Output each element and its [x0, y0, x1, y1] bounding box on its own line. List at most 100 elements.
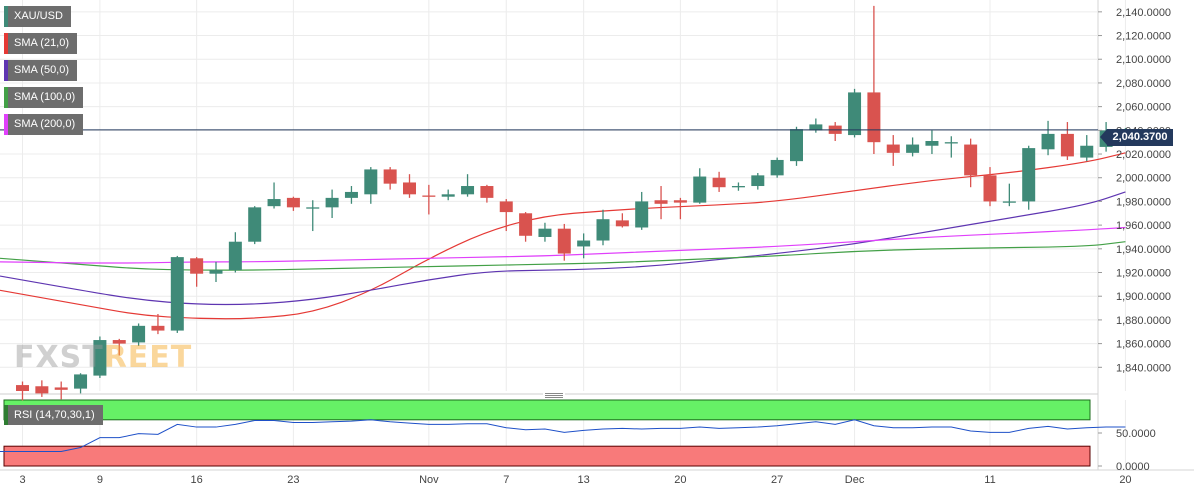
candle-body-up — [1002, 201, 1016, 203]
price-tick-label: 1,840.0000 — [1116, 362, 1171, 374]
time-tick-label: 11 — [984, 474, 995, 486]
candle-body-down — [654, 200, 668, 204]
candle-body-down — [867, 92, 881, 143]
candle-body-down — [964, 144, 978, 176]
rsi-series — [0, 419, 1126, 452]
time-tick-label: 20 — [1119, 474, 1131, 486]
sma100-line — [0, 241, 1126, 271]
candle-body-up — [325, 197, 339, 208]
legend-sma50[interactable]: SMA (50,0) — [4, 60, 78, 81]
candle-body-down — [673, 200, 687, 203]
candle-body-up — [770, 159, 784, 176]
candle-body-up — [538, 228, 552, 237]
candle-body-up — [635, 201, 649, 228]
candle-body-up — [364, 169, 378, 195]
candle-body-up — [132, 325, 146, 343]
candle-body-down — [615, 220, 629, 227]
price-tick-label: 1,880.0000 — [1116, 315, 1171, 327]
rsi-overbought-zone — [3, 399, 1091, 421]
fxstreet-watermark-logo: FXSTREET — [14, 340, 193, 375]
candle-body-down — [499, 201, 513, 213]
legend-sma100[interactable]: SMA (100,0) — [4, 87, 84, 108]
price-tick-label: 1,940.0000 — [1116, 244, 1171, 256]
candle-body-down — [886, 144, 900, 153]
price-tick-label: 1,920.0000 — [1116, 268, 1171, 280]
sma50-line — [0, 191, 1126, 306]
price-tick-label: 2,000.0000 — [1116, 173, 1171, 185]
rsi-tick-label: 50.0000 — [1116, 428, 1156, 440]
candle-body-up — [944, 142, 958, 144]
candle-body-up — [306, 207, 320, 209]
time-tick-label: 3 — [19, 474, 25, 486]
rsi-oversold-zone — [3, 445, 1091, 467]
price-tick-label: 2,020.0000 — [1116, 149, 1171, 161]
candle-body-down — [112, 340, 126, 344]
price-tick-label: 1,900.0000 — [1116, 291, 1171, 303]
time-tick-label: Nov — [419, 474, 439, 486]
candle-body-up — [170, 257, 184, 331]
time-tick-label: 23 — [287, 474, 299, 486]
candle-body-down — [403, 182, 416, 195]
price-tick-label: 1,960.0000 — [1116, 220, 1171, 232]
candle-body-up — [228, 241, 242, 271]
candle-body-up — [461, 186, 475, 195]
price-axis: 2,140.0000 2,120.0000 2,100.0000 2,080.0000… — [1098, 7, 1171, 473]
time-tick-label: 7 — [503, 474, 509, 486]
legend-symbol[interactable]: XAU/USD — [4, 6, 71, 27]
candle-body-down — [190, 258, 204, 274]
candle-body-down — [983, 175, 997, 202]
candle-body-up — [790, 129, 803, 162]
time-tick-label: Dec — [845, 474, 865, 486]
price-tick-label: 2,060.0000 — [1116, 102, 1171, 114]
pane-separator[interactable] — [0, 392, 1098, 398]
candle-body-up — [1022, 148, 1036, 202]
candle-body-up — [731, 186, 745, 188]
time-tick-label: 27 — [771, 474, 783, 486]
legend-sma200[interactable]: SMA (200,0) — [4, 114, 84, 135]
current-price-label: 2,040.3700 — [1100, 129, 1173, 146]
price-tick-label: 1,860.0000 — [1116, 339, 1171, 351]
candle-body-up — [441, 194, 455, 197]
price-tick-label: 1,980.0000 — [1116, 196, 1171, 208]
candle-body-up — [248, 207, 262, 242]
candle-body-up — [1080, 145, 1094, 158]
candle-body-down — [712, 177, 726, 188]
price-tick-label: 2,140.0000 — [1116, 7, 1171, 19]
candle-body-up — [596, 219, 610, 241]
time-axis: 3 9 16 23 Nov 7 13 20 27 Dec 11 20 — [19, 474, 1131, 486]
sma21-line — [0, 152, 1126, 320]
candle-body-down — [480, 186, 494, 198]
time-tick-label: 20 — [674, 474, 686, 486]
candle-body-down — [422, 195, 436, 197]
price-tick-label: 2,100.0000 — [1116, 54, 1171, 66]
candle-body-down — [1060, 133, 1074, 157]
candle-body-up — [693, 176, 707, 203]
rsi-tick-label: 0.0000 — [1116, 461, 1150, 473]
candle-body-up — [1041, 133, 1055, 150]
rsi-line — [0, 419, 1126, 452]
candle-body-down — [151, 325, 165, 331]
candle-body-down — [54, 387, 68, 390]
time-tick-label: 13 — [578, 474, 590, 486]
candle-body-up — [267, 199, 281, 207]
candle-body-up — [809, 124, 823, 131]
candle-body-down — [286, 197, 300, 208]
time-tick-label: 16 — [191, 474, 203, 486]
candle-body-up — [344, 191, 358, 198]
chart-grid — [0, 0, 1194, 471]
candlesticks — [0, 5, 1132, 401]
legend-sma21[interactable]: SMA (21,0) — [4, 33, 78, 54]
rsi-zones — [3, 399, 1091, 467]
candle-body-down — [16, 385, 29, 391]
candle-body-down — [383, 169, 397, 184]
candle-body-up — [906, 144, 920, 153]
candle-body-down — [35, 386, 49, 394]
price-tick-label: 2,120.0000 — [1116, 31, 1171, 43]
legend-rsi[interactable]: RSI (14,70,30,1) — [4, 405, 103, 425]
candle-body-down — [557, 228, 571, 254]
candle-body-up — [74, 374, 88, 389]
time-tick-label: 9 — [97, 474, 103, 486]
candle-body-up — [925, 140, 939, 146]
price-tick-label: 2,080.0000 — [1116, 78, 1171, 90]
